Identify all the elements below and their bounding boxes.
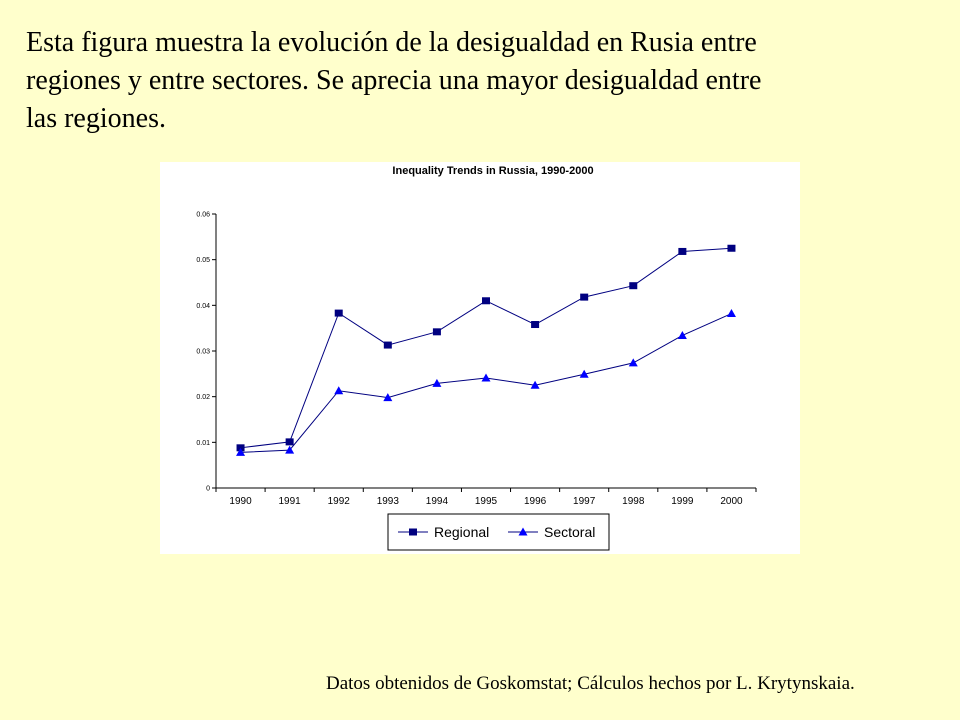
- x-tick-label: 1996: [524, 496, 547, 507]
- x-tick-label: 1992: [328, 496, 351, 507]
- data-point-regional: [678, 247, 687, 255]
- data-point-regional: [629, 282, 638, 290]
- y-tick-labels: 0 0.01 0.02 0.03 0.04 0.05 0.06: [196, 212, 210, 493]
- data-point-sectoral: [579, 369, 589, 378]
- data-point-sectoral: [236, 447, 246, 456]
- data-point-sectoral: [432, 378, 442, 387]
- data-point-regional: [580, 293, 589, 301]
- x-tick-label: 1990: [229, 496, 252, 507]
- x-tick-label: 1998: [622, 496, 645, 507]
- series-line-regional: [240, 247, 732, 449]
- source-footer: Datos obtenidos de Goskomstat; Cálculos …: [326, 673, 855, 694]
- data-point-sectoral: [285, 445, 295, 454]
- chart-legend: Regional Sectoral: [387, 513, 610, 551]
- data-point-sectoral: [726, 309, 736, 318]
- data-point-sectoral: [677, 330, 687, 339]
- data-point-sectoral: [481, 373, 491, 382]
- x-tick-label: 1997: [573, 496, 596, 507]
- series-regional: [236, 244, 736, 452]
- y-tick-label: 0.06: [196, 212, 210, 219]
- data-point-regional: [531, 321, 540, 329]
- x-tick-label: 1999: [671, 496, 694, 507]
- data-point-regional: [236, 444, 245, 452]
- chart-container: Inequality Trends in Russia, 1990-2000 1…: [160, 162, 800, 554]
- x-tick-labels: 1990 1991 1992 1993 1994 1995 1996 1997 1998 1999…: [229, 496, 743, 507]
- data-point-sectoral: [530, 380, 540, 389]
- data-point-regional: [432, 328, 441, 336]
- legend-label-regional: Regional: [434, 524, 489, 540]
- legend-marker-sectoral: [518, 527, 528, 536]
- chart-axes: [212, 213, 757, 492]
- data-point-regional: [383, 341, 392, 349]
- data-point-regional: [482, 297, 490, 305]
- y-tick-label: 0.03: [196, 349, 210, 356]
- series-layer: [236, 244, 736, 456]
- data-point-regional: [285, 438, 294, 446]
- y-tick-label: 0.02: [196, 394, 210, 401]
- data-point-sectoral: [628, 358, 638, 367]
- data-point-sectoral: [383, 393, 393, 402]
- x-tick-label: 1994: [426, 496, 449, 507]
- y-tick-label: 0: [206, 486, 210, 493]
- legend-marker-regional: [409, 528, 417, 536]
- intro-text: Esta figura muestra la evolución de la d…: [26, 27, 762, 134]
- y-tick-label: 0.04: [196, 303, 210, 310]
- data-point-regional: [334, 309, 343, 317]
- line-chart: Inequality Trends in Russia, 1990-2000 1…: [196, 165, 757, 551]
- x-tick-label: 1995: [475, 496, 498, 507]
- chart-title: Inequality Trends in Russia, 1990-2000: [392, 165, 593, 177]
- data-point-regional: [727, 244, 736, 252]
- legend-label-sectoral: Sectoral: [544, 524, 595, 540]
- x-tick-label: 1991: [279, 496, 302, 507]
- x-tick-label: 1993: [377, 496, 400, 507]
- series-sectoral: [236, 309, 736, 456]
- data-point-sectoral: [334, 386, 344, 395]
- series-line-sectoral: [240, 313, 732, 453]
- y-tick-label: 0.05: [196, 257, 210, 264]
- y-tick-label: 0.01: [196, 440, 210, 447]
- x-tick-label: 2000: [720, 496, 743, 507]
